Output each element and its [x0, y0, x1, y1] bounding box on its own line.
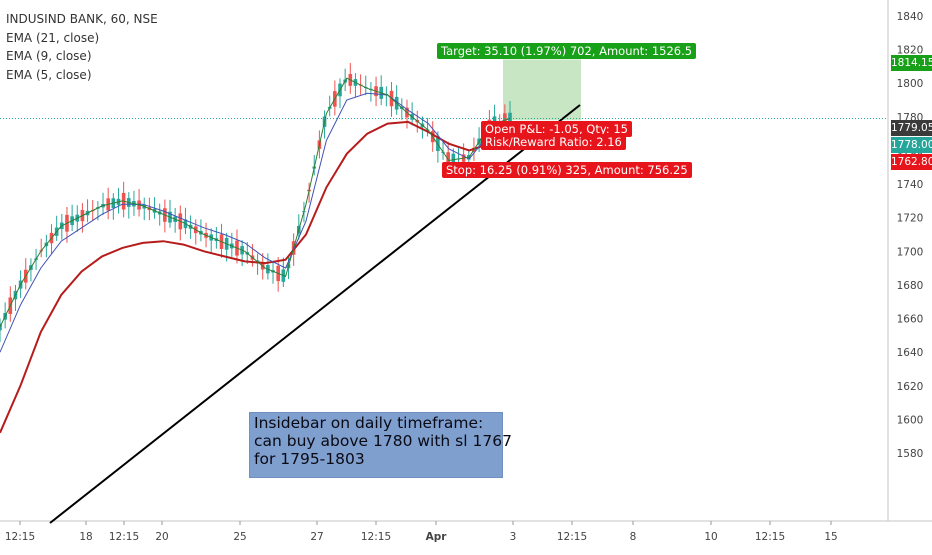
y-tick-label: 1820 [897, 45, 924, 57]
x-tick-label: 12:15 [109, 531, 139, 543]
legend-ema9[interactable]: EMA (9, close) [6, 49, 92, 63]
y-tick-label: 1720 [897, 213, 924, 225]
open-pnl-label: Open P&L: -1.05, Qty: 15 [481, 121, 632, 137]
x-tick-label: 12:15 [755, 531, 785, 543]
time-axis[interactable]: 12:15 18 12:15 20 25 27 12:15 Apr 3 12:15 8 10 12:15… [5, 521, 838, 543]
legend-ema21[interactable]: EMA (21, close) [6, 30, 100, 45]
x-tick-label: 10 [704, 531, 717, 543]
y-tick-label: 1640 [897, 347, 924, 359]
ema-series-group [0, 77, 511, 434]
legend-ema5[interactable]: EMA (5, close) [6, 67, 92, 82]
y-tick-label: 1600 [897, 414, 924, 426]
target-label[interactable]: Target: 35.10 (1.97%) 702, Amount: 1526.… [437, 43, 697, 59]
annotation-line-1: Insidebar on daily timeframe: [254, 414, 484, 432]
annotation-line-3: for 1795-1803 [254, 450, 365, 468]
annotation-line-2: can buy above 1780 with sl 1767 [254, 432, 512, 450]
ema9-line[interactable] [0, 92, 511, 353]
y-tick-label: 1680 [897, 280, 924, 292]
y-tick-label: 1660 [897, 314, 924, 326]
y-tick-label: 1620 [897, 381, 924, 393]
x-tick-label: 3 [510, 531, 517, 543]
ema5-line[interactable] [0, 77, 511, 328]
y-tick-label: 1740 [897, 179, 924, 191]
stop-label[interactable]: Stop: 16.25 (0.91%) 325, Amount: 756.25 [442, 162, 692, 178]
x-tick-label: 8 [630, 531, 637, 543]
x-tick-label: 18 [79, 531, 92, 543]
x-tick-label: 25 [233, 531, 246, 543]
risk-reward-label: Risk/Reward Ratio: 2.16 [481, 134, 626, 150]
x-tick-label: 12:15 [361, 531, 391, 543]
ema21-line[interactable] [0, 120, 511, 434]
current-price-label: 1779.05 [891, 120, 932, 136]
entry-price-label: 1778.00 [891, 137, 932, 153]
stop-price-label: 1762.80 [891, 154, 932, 170]
target-price-label: 1814.15 [891, 55, 932, 71]
x-tick-label: 27 [310, 531, 323, 543]
y-tick-label: 1700 [897, 246, 924, 258]
y-tick-label: 1840 [897, 11, 924, 23]
candle-body [0, 323, 2, 331]
text-annotation[interactable]: Insidebar on daily timeframe: can buy ab… [249, 412, 512, 478]
x-tick-label: Apr [426, 531, 448, 543]
x-tick-label: 12:15 [5, 531, 35, 543]
x-tick-label: 15 [824, 531, 837, 543]
chart-legend: INDUSIND BANK, 60, NSE EMA (21, close) E… [6, 10, 158, 84]
y-tick-label: 1800 [897, 78, 924, 90]
x-tick-label: 12:15 [557, 531, 587, 543]
y-tick-label: 1580 [897, 448, 924, 460]
target-zone [503, 59, 581, 121]
x-tick-label: 20 [155, 531, 168, 543]
legend-symbol[interactable]: INDUSIND BANK, 60, NSE [6, 12, 158, 26]
